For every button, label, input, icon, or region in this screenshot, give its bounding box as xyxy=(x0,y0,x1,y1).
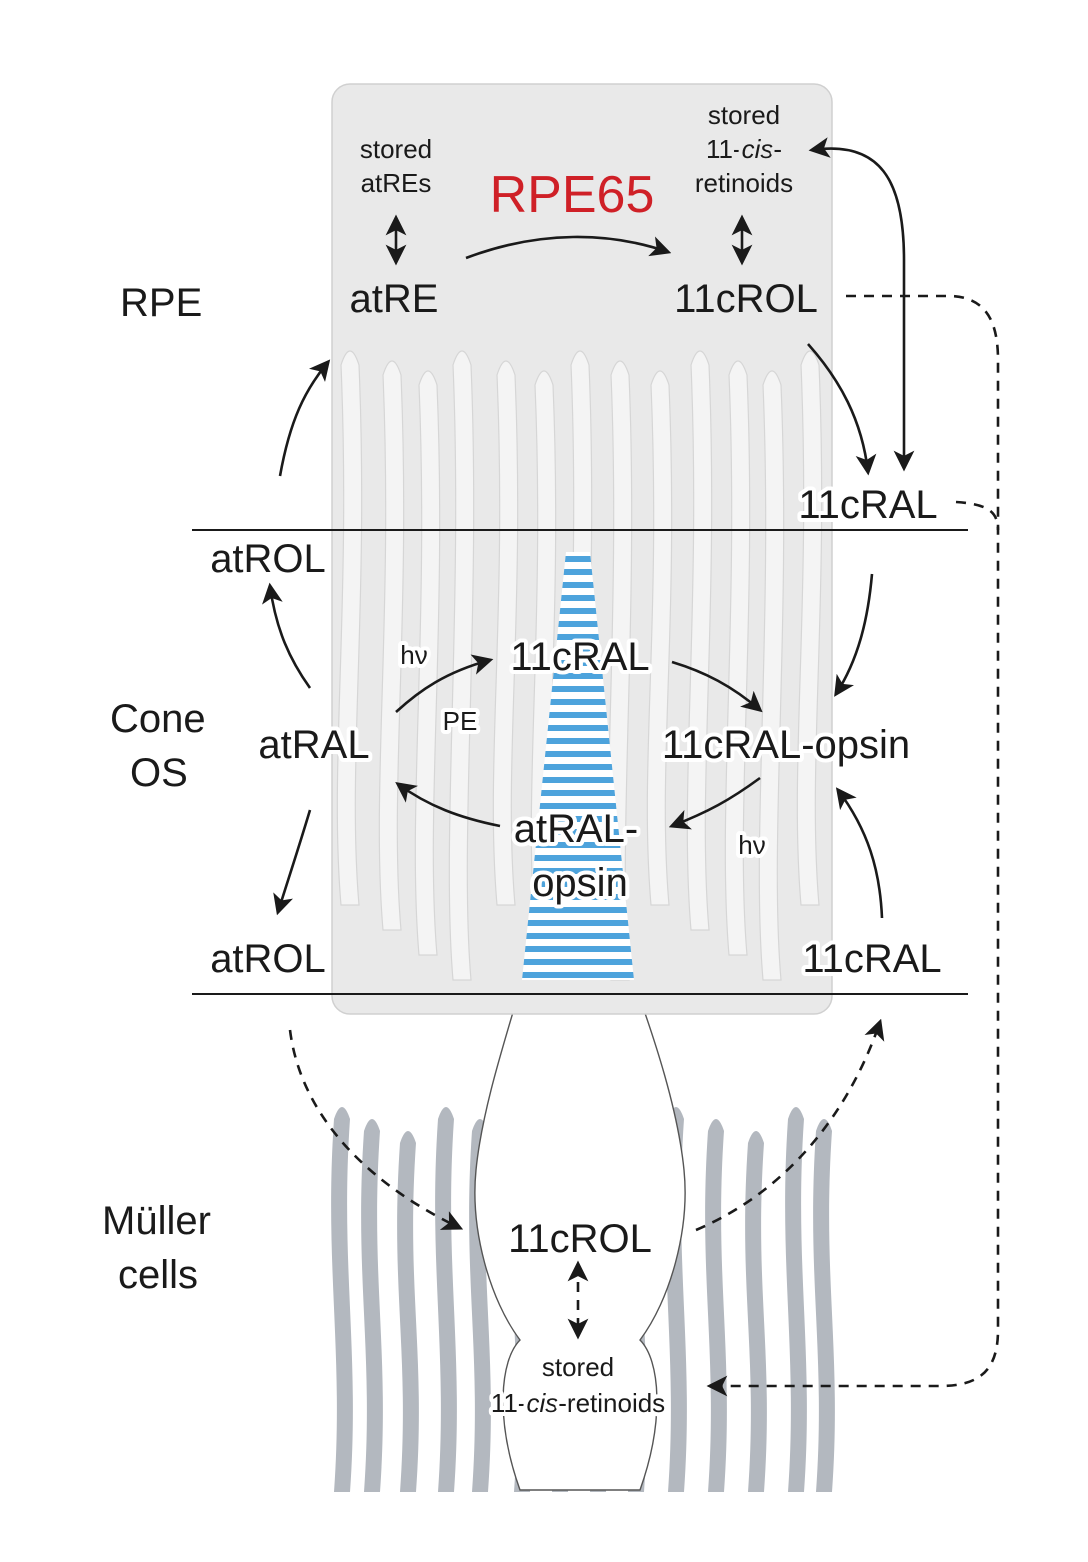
cone-disk xyxy=(522,751,634,757)
cone-disk xyxy=(522,881,634,887)
muller-process xyxy=(705,1119,727,1492)
rpe-ral-to-opsin-arrow xyxy=(834,573,874,697)
muller-process xyxy=(813,1119,835,1492)
stored-cis-line2: 11-cis- xyxy=(706,134,782,164)
muller-to-cone-dashed-arrow xyxy=(695,1018,885,1232)
muller-process xyxy=(745,1131,767,1492)
muller-process xyxy=(361,1119,383,1492)
label-atral-opsin-line2: opsin xyxy=(532,861,628,905)
cone-disk xyxy=(522,933,634,939)
cone-outer-segment xyxy=(522,552,634,980)
label-hv-left: hν xyxy=(400,640,427,670)
cone-disk xyxy=(522,556,634,562)
label-atrol-top: atROL xyxy=(210,537,326,581)
cone-disk xyxy=(522,647,634,653)
cone-disk xyxy=(522,803,634,809)
label-11crol-muller: 11cROL xyxy=(508,1217,652,1261)
muller-process xyxy=(397,1131,419,1492)
stored-cis-line1: stored xyxy=(708,100,780,130)
villus xyxy=(724,360,751,956)
cone-disk xyxy=(522,699,634,705)
cone-disk xyxy=(522,946,634,952)
cone-disk xyxy=(522,725,634,731)
region-label-rpe: RPE xyxy=(120,281,202,325)
label-11cral-bottom: 11cRAL xyxy=(802,937,941,981)
label-11cral-cone: 11cRAL xyxy=(510,635,649,679)
cone-disk xyxy=(522,686,634,692)
cone-disk xyxy=(522,738,634,744)
cone-disk xyxy=(522,868,634,874)
region-label-muller-line1: Müller xyxy=(102,1199,211,1243)
label-11crol-rpe: 11cROL xyxy=(674,277,818,321)
stored-atres-line1: stored xyxy=(360,134,432,164)
stored-cis-line3: retinoids xyxy=(695,168,793,198)
cone-disk xyxy=(522,660,634,666)
opsin-bleach-arrow xyxy=(668,776,761,830)
stored-atres-line2: atREs xyxy=(361,168,432,198)
cone-disk xyxy=(522,569,634,575)
muller-stored-line2: 11-cis-retinoids xyxy=(491,1388,665,1418)
cone-inner-segment xyxy=(474,981,686,1491)
cone-disk xyxy=(522,894,634,900)
cone-disk xyxy=(522,777,634,783)
label-pe: PE xyxy=(443,706,478,736)
villus xyxy=(492,360,519,906)
cone-disk xyxy=(522,816,634,822)
cone-disk xyxy=(522,907,634,913)
label-atre: atRE xyxy=(350,277,439,321)
label-11cral-opsin: 11cRAL-opsin xyxy=(662,723,910,767)
cone-disk xyxy=(522,959,634,965)
cone-disk xyxy=(522,920,634,926)
cone-disk xyxy=(522,595,634,601)
label-atral: atRAL xyxy=(258,723,369,767)
rpe65-arrow xyxy=(465,235,672,260)
muller-ral-to-opsin-arrow xyxy=(835,787,884,919)
muller-process xyxy=(435,1107,457,1492)
cone-disk xyxy=(522,829,634,835)
cone-disk xyxy=(522,608,634,614)
villus xyxy=(448,350,475,981)
cone-disk xyxy=(522,673,634,679)
label-hv-right: hν xyxy=(738,830,765,860)
cone-disk xyxy=(522,972,634,978)
label-atral-opsin-line1: atRAL- xyxy=(514,807,639,851)
label-11cral-rpe: 11cRAL xyxy=(798,483,937,527)
cone-disk xyxy=(522,855,634,861)
muller-process xyxy=(469,1119,491,1492)
villus xyxy=(646,370,673,906)
region-label-muller-line2: cells xyxy=(118,1253,198,1297)
cone-disk xyxy=(522,764,634,770)
label-atrol-bottom: atROL xyxy=(210,937,326,981)
ral-to-opsin-arrow xyxy=(671,660,763,713)
rol-to-ral-arrow xyxy=(807,343,877,476)
rpe-villi xyxy=(336,350,823,981)
cone-disk xyxy=(522,712,634,718)
photoisomerization-arrow xyxy=(395,654,494,713)
villus xyxy=(414,370,441,956)
atral-to-atrol-bottom-arrow xyxy=(273,809,312,916)
rpe-to-muller-dashed-arrow xyxy=(706,294,1000,1397)
region-label-cone-line2: OS xyxy=(130,751,188,795)
stored-cis-to-11cral-arrow xyxy=(808,137,915,472)
atrol-to-rpe-arrow xyxy=(278,359,331,477)
region-label-cone-line1: Cone xyxy=(110,697,206,741)
cone-disk xyxy=(522,582,634,588)
atral-to-atrol-top-arrow xyxy=(262,582,312,689)
muller-process xyxy=(785,1107,807,1492)
ral-dashed-connector xyxy=(955,500,1000,531)
cone-disk xyxy=(522,634,634,640)
muller-stored-line1: stored xyxy=(542,1352,614,1382)
cone-disk xyxy=(522,790,634,796)
opsin-to-atral-arrow xyxy=(395,781,501,828)
muller-process xyxy=(331,1107,353,1492)
villus xyxy=(336,350,363,906)
villus xyxy=(758,370,785,981)
cone-disk xyxy=(522,842,634,848)
cone-disk xyxy=(522,621,634,627)
villus xyxy=(686,350,713,931)
enzyme-label-rpe65: RPE65 xyxy=(490,166,655,224)
